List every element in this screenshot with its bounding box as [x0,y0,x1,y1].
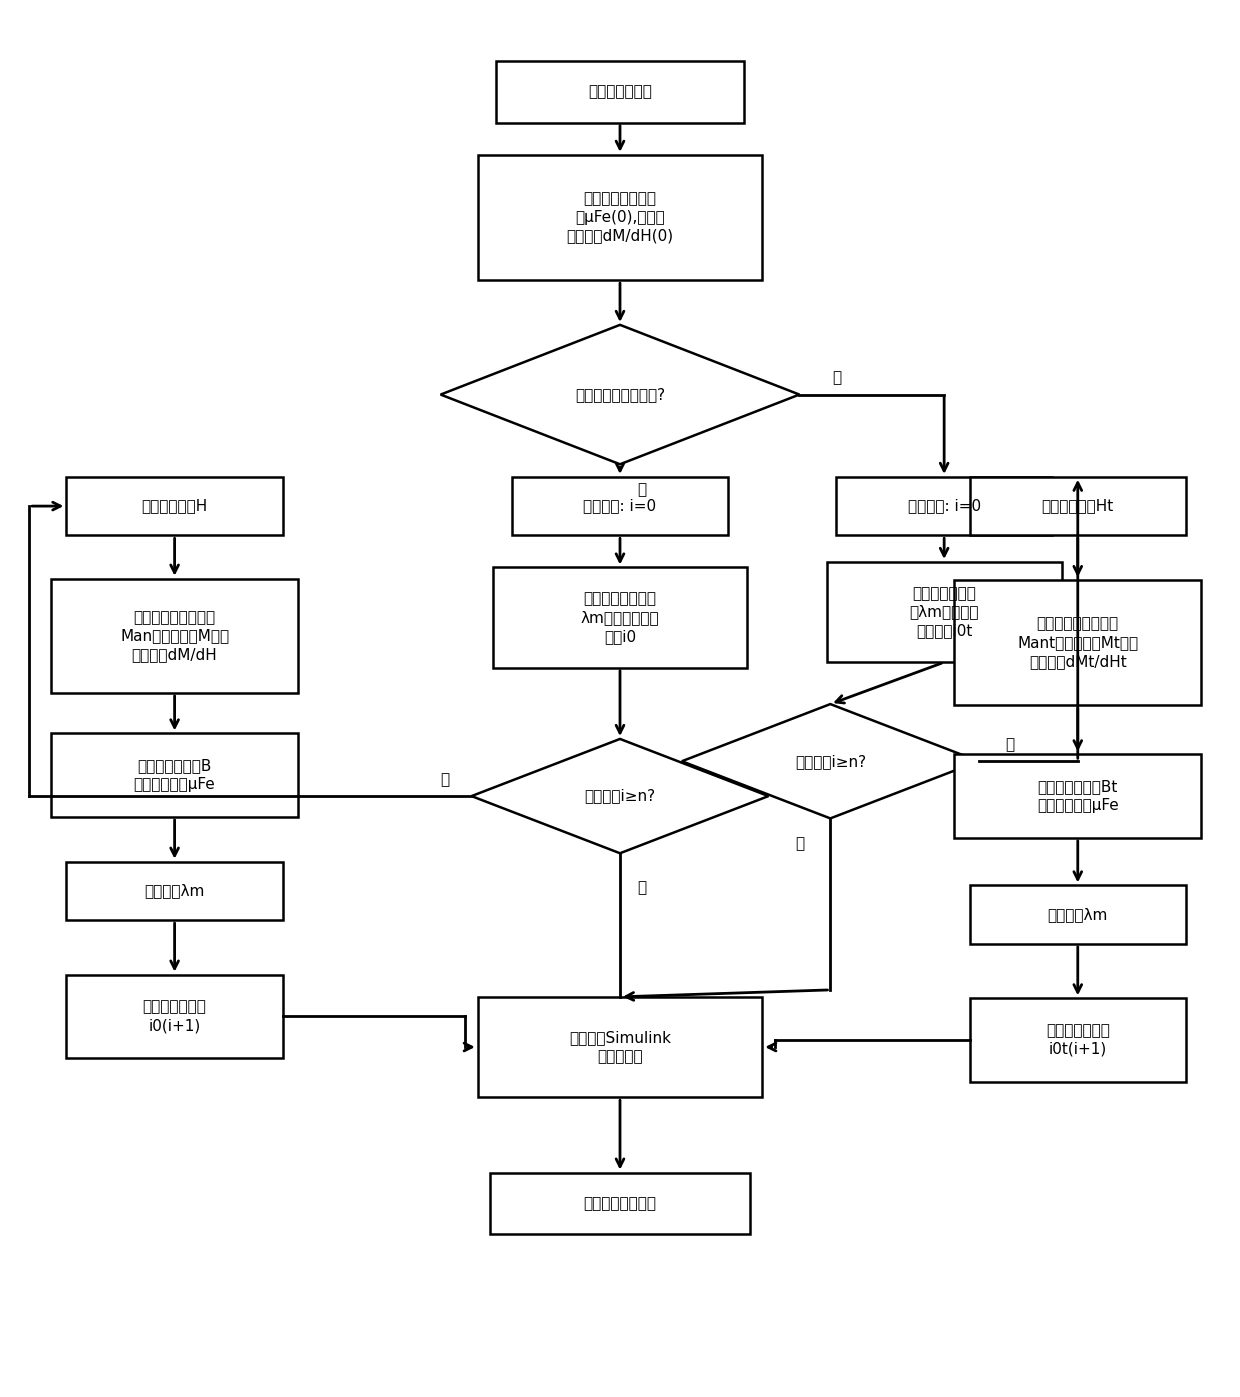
Text: 更新磁导λm: 更新磁导λm [144,883,205,898]
Text: 判断是否有直流分量?: 判断是否有直流分量? [575,387,665,402]
FancyBboxPatch shape [512,476,728,535]
FancyBboxPatch shape [494,567,746,668]
FancyBboxPatch shape [954,580,1202,705]
Text: 计算磁场强度H: 计算磁场强度H [141,499,208,514]
Text: 将其嵌入Simulink
中进行仿真: 将其嵌入Simulink 中进行仿真 [569,1030,671,1065]
Text: 迭代次数i≥n?: 迭代次数i≥n? [584,788,656,803]
FancyBboxPatch shape [836,476,1053,535]
Text: 计算励磁电流値
i0t(i+1): 计算励磁电流値 i0t(i+1) [1045,1023,1110,1058]
FancyBboxPatch shape [827,562,1061,662]
FancyBboxPatch shape [970,476,1185,535]
Polygon shape [471,739,769,854]
Text: 计算初始等效磁
导λm，初始励
磁电流値i0t: 计算初始等效磁 导λm，初始励 磁电流値i0t [909,585,978,638]
Text: 迭代次数i≥n?: 迭代次数i≥n? [795,754,866,768]
Polygon shape [440,326,800,464]
Text: 开始迭代: i=0: 开始迭代: i=0 [908,499,981,514]
FancyBboxPatch shape [67,975,283,1058]
Text: 收集变压器参数: 收集变压器参数 [588,84,652,99]
FancyBboxPatch shape [51,578,299,693]
Text: 计算无磁滞磁化强度
Man、磁化强度M和微
分方程値dM/dH: 计算无磁滞磁化强度 Man、磁化强度M和微 分方程値dM/dH [120,609,229,662]
Text: 开始迭代: i=0: 开始迭代: i=0 [584,499,656,514]
Text: 是: 是 [832,370,841,386]
FancyBboxPatch shape [477,155,763,281]
Text: 更新磁导λm: 更新磁导λm [1048,907,1109,922]
FancyBboxPatch shape [970,999,1185,1081]
FancyBboxPatch shape [67,862,283,921]
Text: 否: 否 [1006,738,1014,752]
FancyBboxPatch shape [51,733,299,817]
Text: 计算初始等效磁导
λm、初始励磁电
流値i0: 计算初始等效磁导 λm、初始励磁电 流値i0 [580,591,660,644]
Text: 计算无磁滞磁化强度
Mant、磁化强度Mt和微
分方程値dMt/dHt: 计算无磁滞磁化强度 Mant、磁化强度Mt和微 分方程値dMt/dHt [1017,616,1138,669]
Text: 否: 否 [440,773,449,787]
Text: 计算磁感应强度B
和等效磁导率μFe: 计算磁感应强度B 和等效磁导率μFe [134,759,216,792]
Text: 否: 否 [637,482,647,497]
FancyBboxPatch shape [490,1172,750,1234]
Text: 计算磁感应强度Bt
和等效磁导率μFe: 计算磁感应强度Bt 和等效磁导率μFe [1037,780,1118,813]
FancyBboxPatch shape [954,754,1202,838]
Text: 计算磁场强度Ht: 计算磁场强度Ht [1042,499,1114,514]
Polygon shape [682,704,978,819]
Text: 计算励磁电流値
i0(i+1): 计算励磁电流値 i0(i+1) [143,1000,207,1034]
Text: 计算初始等效磁导
率μFe(0),初始微
分方程値dM/dH(0): 计算初始等效磁导 率μFe(0),初始微 分方程値dM/dH(0) [567,191,673,243]
Text: 所得波形即为所求: 所得波形即为所求 [584,1196,656,1211]
Text: 是: 是 [637,880,647,895]
FancyBboxPatch shape [496,61,744,123]
FancyBboxPatch shape [477,997,763,1097]
FancyBboxPatch shape [970,886,1185,944]
FancyBboxPatch shape [67,476,283,535]
Text: 是: 是 [795,835,804,851]
